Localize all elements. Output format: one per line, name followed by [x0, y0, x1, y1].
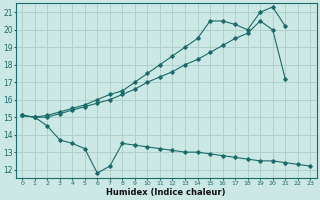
X-axis label: Humidex (Indice chaleur): Humidex (Indice chaleur): [107, 188, 226, 197]
